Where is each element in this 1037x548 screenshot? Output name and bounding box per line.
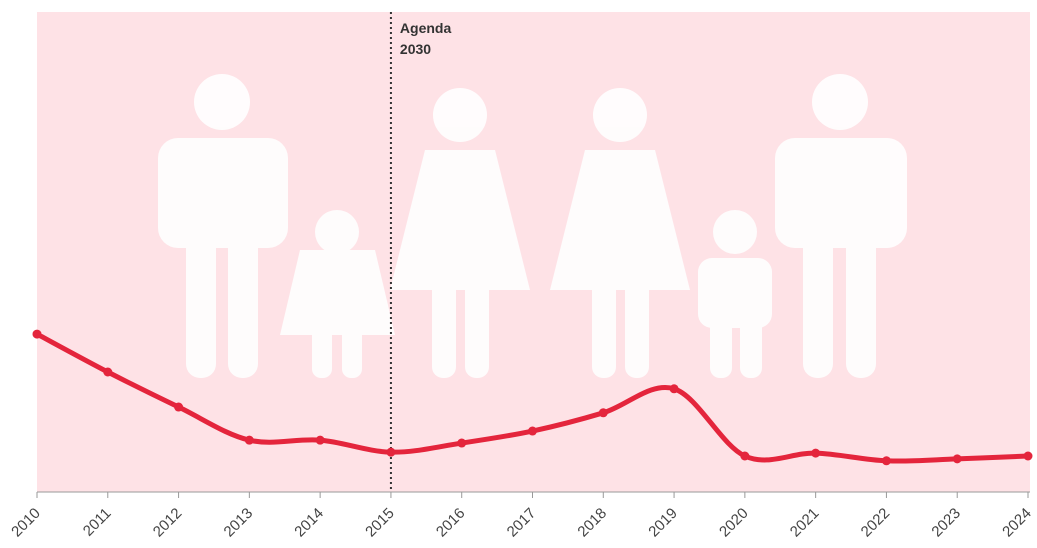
point (669, 384, 679, 394)
annotation-text: Agenda (400, 20, 452, 36)
x-tick-label: 2023 (928, 505, 964, 541)
point (386, 447, 396, 457)
point (103, 367, 113, 377)
x-tick-label: 2014 (291, 505, 327, 541)
point (315, 435, 325, 445)
x-tick-label: 2022 (858, 505, 894, 541)
x-tick-label: 2021 (787, 505, 823, 541)
point (1023, 451, 1033, 461)
point (952, 454, 962, 464)
point (32, 329, 42, 339)
x-tick-label: 2016 (433, 505, 469, 541)
x-tick-label: 2011 (80, 505, 115, 540)
x-tick-label: 2024 (999, 505, 1035, 541)
point (811, 448, 821, 458)
x-tick-label: 2013 (221, 505, 257, 541)
x-tick-label: 2010 (8, 505, 44, 541)
family-illustration (158, 74, 907, 378)
x-tick-label: 2019 (645, 505, 681, 541)
point (457, 438, 467, 448)
point (528, 426, 537, 436)
x-tick-label: 2017 (504, 505, 540, 541)
x-tick-label: 2012 (150, 505, 186, 541)
point (598, 408, 608, 418)
x-tick-label: 2015 (362, 505, 398, 541)
x-tick-label: 2018 (574, 505, 610, 541)
point (881, 456, 891, 466)
annotation-text: 2030 (400, 41, 431, 57)
plot-background (37, 12, 1030, 492)
point (740, 451, 750, 461)
point (244, 435, 254, 445)
point (174, 402, 184, 412)
x-tick-label: 2020 (716, 505, 752, 541)
